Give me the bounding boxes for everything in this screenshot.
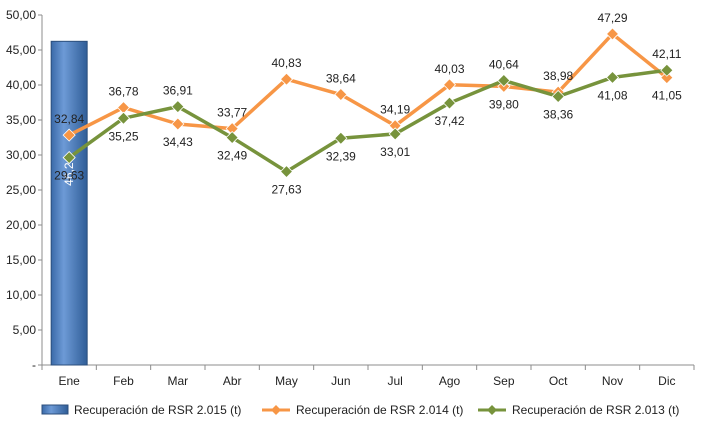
series-2013-point[interactable] <box>388 127 402 141</box>
series-2013-data-label: 37,42 <box>434 114 464 128</box>
x-tick-label: Ene <box>58 374 80 388</box>
series-2014-data-label: 39,80 <box>489 97 519 111</box>
series-2013-data-label: 40,64 <box>489 58 519 72</box>
bar[interactable] <box>50 40 88 366</box>
legend-swatch-2015 <box>41 404 69 415</box>
series-2013-point[interactable] <box>497 73 511 88</box>
y-tick-label: 45,00 <box>6 43 36 57</box>
series-2014-point[interactable] <box>605 27 620 41</box>
series-2013-point[interactable] <box>62 151 76 165</box>
series-2014-data-label: 33,77 <box>217 106 247 120</box>
series-2014-point[interactable] <box>279 72 294 86</box>
x-tick-label: Feb <box>113 374 134 388</box>
series-2013-point[interactable] <box>442 96 457 110</box>
bar-data-label: 46,24 <box>62 155 76 185</box>
series-2013-data-label: 41,08 <box>597 88 627 102</box>
x-tick-label: Jul <box>387 374 402 388</box>
series-2013-point[interactable] <box>551 89 565 104</box>
series-2014-data-label: 34,19 <box>380 103 410 117</box>
series-2013-data-label: 33,01 <box>380 145 410 159</box>
series-2013-point[interactable] <box>279 165 294 179</box>
series-2014-line <box>68 32 668 137</box>
legend-marker-2013 <box>487 405 497 415</box>
y-tick-label: 15,00 <box>6 253 36 267</box>
series-2013-data-label: 35,25 <box>108 129 138 143</box>
series-2013-data-label: 32,49 <box>217 149 247 163</box>
series-2013-data-label: 42,11 <box>652 47 681 61</box>
legend-label-2013: Recuperación de RSR 2.013 (t) <box>512 403 679 417</box>
series-2013-point[interactable] <box>116 111 131 125</box>
x-tick-label: Dic <box>658 374 675 388</box>
series-2014-data-label: 40,83 <box>271 56 301 70</box>
series-2014-data-label: 32,84 <box>54 112 84 126</box>
legend-marker-2014 <box>271 405 281 415</box>
y-tick-label: 35,00 <box>6 113 36 127</box>
y-tick-label: 40,00 <box>6 78 36 92</box>
series-2014-point[interactable] <box>334 87 348 102</box>
y-tick-label: 20,00 <box>6 218 36 232</box>
y-tick-label: 50,00 <box>6 8 36 22</box>
y-tick-label: 10,00 <box>6 288 36 302</box>
series-2013-line <box>68 68 668 174</box>
series-2013-point[interactable] <box>171 100 185 114</box>
y-tick-label: 30,00 <box>6 148 36 162</box>
series-2014-point[interactable] <box>62 128 76 142</box>
x-tick-label: Mar <box>167 374 188 388</box>
x-tick-label: Ago <box>439 374 461 388</box>
series-2014-data-label: 40,03 <box>434 62 464 76</box>
series-2013-data-label: 27,63 <box>271 183 301 197</box>
series-2013-point[interactable] <box>225 131 239 145</box>
series-2014-data-label: 41,05 <box>652 89 682 103</box>
series-2014-point[interactable] <box>442 78 457 92</box>
x-tick-label: Jun <box>331 374 350 388</box>
series-2014-point[interactable] <box>660 71 674 85</box>
series-2013-data-label: 38,36 <box>543 107 573 121</box>
series-2013-point[interactable] <box>334 131 348 145</box>
series-2014-data-label: 34,43 <box>163 135 193 149</box>
legend-label-2014: Recuperación de RSR 2.014 (t) <box>296 403 463 417</box>
y-tick-label: - <box>32 358 36 372</box>
series-2014-data-label: 47,29 <box>597 11 627 25</box>
series-2013-point[interactable] <box>605 70 620 85</box>
series-2014-data-label: 38,98 <box>543 69 573 83</box>
x-tick-label: Nov <box>602 374 623 388</box>
series-2013-data-label: 36,91 <box>163 84 193 98</box>
x-tick-label: Sep <box>493 374 515 388</box>
x-tick-label: Oct <box>549 374 568 388</box>
series-2014-data-label: 38,64 <box>326 72 356 86</box>
y-tick-label: 25,00 <box>6 183 36 197</box>
x-tick-label: Abr <box>223 374 242 388</box>
series-2013-point[interactable] <box>660 63 674 77</box>
x-tick-label: May <box>275 374 298 388</box>
series-2013-data-label: 29,63 <box>54 169 84 183</box>
series-2013-data-label: 32,39 <box>326 149 356 163</box>
series-2014-point[interactable] <box>171 117 185 131</box>
y-tick-label: 5,00 <box>13 323 37 337</box>
legend-label-2015: Recuperación de RSR 2.015 (t) <box>74 403 241 417</box>
series-2014-data-label: 36,78 <box>108 85 138 99</box>
